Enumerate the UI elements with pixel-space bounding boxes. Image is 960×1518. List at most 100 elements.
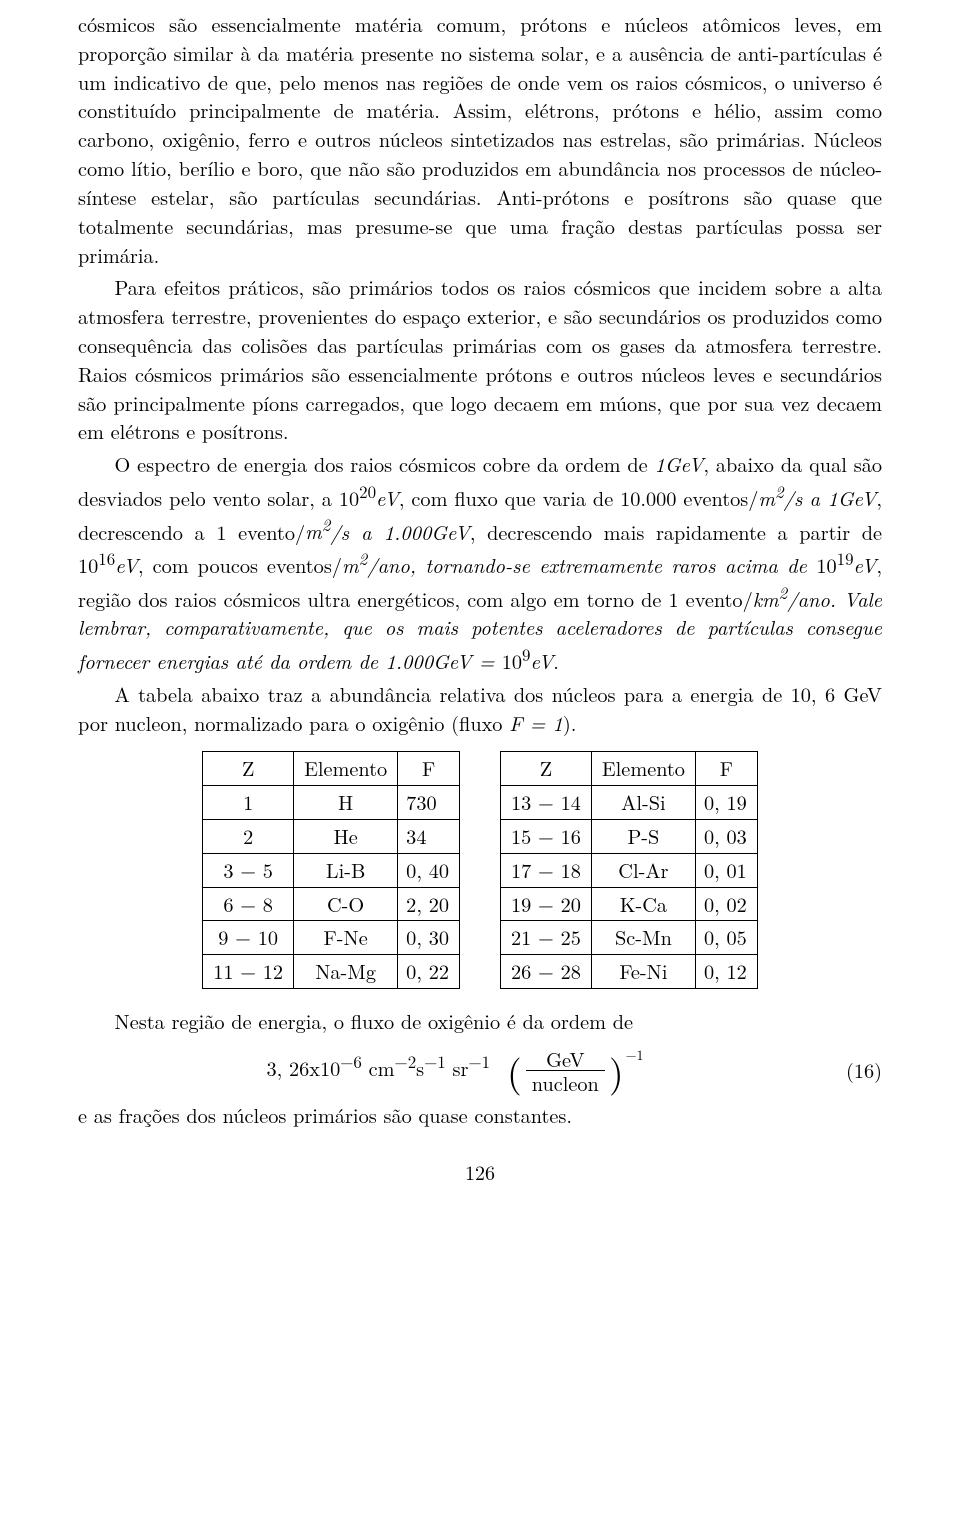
table-row: 11 − 12Na-Mg0, 22 bbox=[203, 955, 460, 989]
cell-f: 0, 19 bbox=[695, 786, 757, 820]
cell-element: Sc-Mn bbox=[591, 921, 695, 955]
value: 1GeV bbox=[827, 483, 876, 512]
cell-element: Fe-Ni bbox=[591, 955, 695, 989]
cell-element: F-Ne bbox=[294, 921, 398, 955]
cell-f: 2, 20 bbox=[398, 887, 460, 921]
table-row: 1H730 bbox=[203, 786, 460, 820]
table-row: 17 − 18Cl-Ar0, 01 bbox=[501, 853, 758, 887]
text: /ano, tornando-se extremamente raros aci… bbox=[367, 550, 816, 579]
col-f: F bbox=[398, 752, 460, 786]
table-row: 13 − 14Al-Si0, 19 bbox=[501, 786, 758, 820]
value: 1020eV bbox=[339, 483, 399, 512]
cell-z: 11 − 12 bbox=[203, 955, 294, 989]
fraction: GeVnucleon bbox=[526, 1048, 605, 1096]
cell-element: K-Ca bbox=[591, 887, 695, 921]
text: por nucleon, normalizado para o oxigênio… bbox=[78, 708, 509, 737]
cell-element: He bbox=[294, 819, 398, 853]
table-row: 15 − 16P-S0, 03 bbox=[501, 819, 758, 853]
unit: m2 bbox=[758, 483, 783, 512]
table-row: 21 − 25Sc-Mn0, 05 bbox=[501, 921, 758, 955]
value: 1019eV bbox=[816, 550, 876, 579]
paragraph-3: O espectro de energia dos raios cósmicos… bbox=[78, 450, 882, 676]
cell-z: 17 − 18 bbox=[501, 853, 592, 887]
cell-z: 2 bbox=[203, 819, 294, 853]
paragraph-1: cósmicos são essencialmente matéria comu… bbox=[78, 10, 882, 269]
unit-s: s bbox=[416, 1053, 424, 1082]
text: /s a bbox=[330, 516, 383, 545]
table-row: 6 − 8C-O2, 20 bbox=[203, 887, 460, 921]
unit: m2 bbox=[342, 550, 367, 579]
col-element: Elemento bbox=[294, 752, 398, 786]
cell-z: 9 − 10 bbox=[203, 921, 294, 955]
text: O espectro de energia dos raios cósmicos… bbox=[115, 449, 655, 478]
unit-sr: sr bbox=[446, 1053, 469, 1082]
cell-f: 0, 12 bbox=[695, 955, 757, 989]
cell-z: 1 bbox=[203, 786, 294, 820]
flux-eq: F = 1 bbox=[509, 708, 563, 737]
unit-cm: cm bbox=[369, 1053, 395, 1082]
abundance-table-right: Z Elemento F 13 − 14Al-Si0, 1915 − 16P-S… bbox=[500, 751, 758, 989]
exp-cm: −2 bbox=[395, 1049, 417, 1073]
cell-f: 34 bbox=[398, 819, 460, 853]
cell-z: 26 − 28 bbox=[501, 955, 592, 989]
value: 109eV bbox=[502, 646, 554, 675]
value: 1GeV bbox=[655, 449, 704, 478]
cell-element: Na-Mg bbox=[294, 955, 398, 989]
value: 1016eV bbox=[78, 550, 138, 579]
value: 1.000GeV = bbox=[385, 646, 501, 675]
cell-element: Cl-Ar bbox=[591, 853, 695, 887]
equation-number: (16) bbox=[832, 1056, 882, 1085]
text: , com poucos eventos/ bbox=[138, 550, 342, 579]
abundance-table-left: Z Elemento F 1H7302He343 − 5Li-B0, 406 −… bbox=[202, 751, 460, 989]
col-f: F bbox=[695, 752, 757, 786]
col-z: Z bbox=[501, 752, 592, 786]
frac-den: nucleon bbox=[526, 1071, 605, 1095]
paragraph-2: Para efeitos práticos, são primários tod… bbox=[78, 273, 882, 446]
cell-z: 15 − 16 bbox=[501, 819, 592, 853]
equation-16: 3, 26x10−6 cm−2s−1 sr−1 (GeVnucleon)−1 (… bbox=[78, 1046, 882, 1095]
text: /s a bbox=[784, 483, 828, 512]
table-row: 3 − 5Li-B0, 40 bbox=[203, 853, 460, 887]
col-element: Elemento bbox=[591, 752, 695, 786]
cell-element: Li-B bbox=[294, 853, 398, 887]
cell-f: 0, 03 bbox=[695, 819, 757, 853]
table-row: 9 − 10F-Ne0, 30 bbox=[203, 921, 460, 955]
unit: km2 bbox=[753, 584, 788, 613]
cell-f: 730 bbox=[398, 786, 460, 820]
page: cósmicos são essencialmente matéria comu… bbox=[0, 0, 960, 1518]
cell-z: 6 − 8 bbox=[203, 887, 294, 921]
exp-sr: −1 bbox=[468, 1049, 490, 1073]
cell-f: 0, 30 bbox=[398, 921, 460, 955]
cell-z: 3 − 5 bbox=[203, 853, 294, 887]
text: , com fluxo que varia de 10.000 eventos/ bbox=[399, 483, 758, 512]
cell-f: 0, 01 bbox=[695, 853, 757, 887]
paragraph-last: e as frações dos núcleos primários são q… bbox=[78, 1101, 882, 1130]
cell-element: P-S bbox=[591, 819, 695, 853]
cell-element: Al-Si bbox=[591, 786, 695, 820]
text: , decrescendo mais rapidamente a partir … bbox=[470, 516, 882, 545]
col-z: Z bbox=[203, 752, 294, 786]
cell-f: 0, 40 bbox=[398, 853, 460, 887]
unit: m2 bbox=[305, 516, 330, 545]
text: . bbox=[553, 646, 559, 675]
coef: 3, 26x10 bbox=[266, 1053, 340, 1082]
cell-z: 13 − 14 bbox=[501, 786, 592, 820]
energy-value: 10, 6 GeV bbox=[791, 679, 882, 708]
table-header-row: Z Elemento F bbox=[203, 752, 460, 786]
value: 1.000GeV bbox=[384, 516, 470, 545]
outer-exp: −1 bbox=[626, 1045, 644, 1065]
table-header-row: Z Elemento F bbox=[501, 752, 758, 786]
tables-container: Z Elemento F 1H7302He343 − 5Li-B0, 406 −… bbox=[78, 751, 882, 989]
cell-f: 0, 22 bbox=[398, 955, 460, 989]
cell-element: H bbox=[294, 786, 398, 820]
table-row: 19 − 20K-Ca0, 02 bbox=[501, 887, 758, 921]
table-row: 26 − 28Fe-Ni0, 12 bbox=[501, 955, 758, 989]
page-number: 126 bbox=[78, 1158, 882, 1186]
exp-s: −1 bbox=[424, 1049, 446, 1073]
cell-z: 21 − 25 bbox=[501, 921, 592, 955]
paragraph-4: A tabela abaixo traz a abundância relati… bbox=[78, 680, 882, 738]
paragraph-after-tables: Nesta região de energia, o fluxo de oxig… bbox=[78, 1007, 882, 1036]
coef-exp: −6 bbox=[340, 1049, 362, 1073]
cell-z: 19 − 20 bbox=[501, 887, 592, 921]
table-row: 2He34 bbox=[203, 819, 460, 853]
